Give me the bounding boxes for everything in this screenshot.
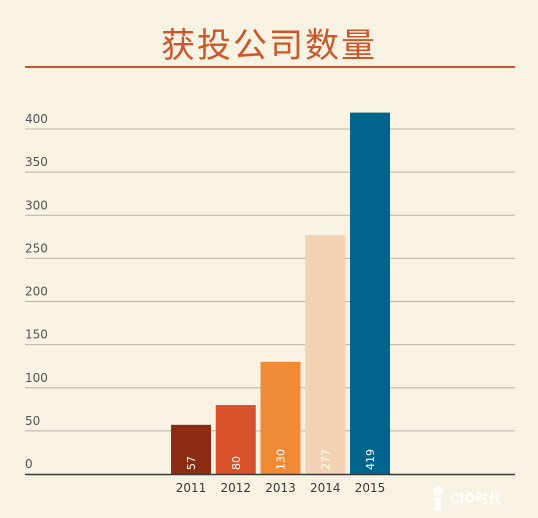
y-tick-label: 0 — [25, 457, 33, 471]
chart-title: 获投公司数量 — [161, 26, 377, 66]
title-divider — [25, 66, 515, 68]
y-tick-label: 350 — [25, 155, 48, 169]
bar-2014 — [305, 235, 346, 474]
y-tick-label: 400 — [25, 112, 48, 126]
x-tick-label: 2014 — [310, 481, 341, 495]
bar-value-label: 130 — [275, 449, 288, 470]
bar-2012 — [215, 405, 256, 474]
bar-value-label: 80 — [230, 456, 243, 470]
watermark-text: CIO时代 — [450, 492, 502, 507]
x-tick-label: 2015 — [355, 481, 386, 495]
watermark-logo: CIO时代 — [426, 482, 526, 514]
y-tick-label: 150 — [25, 328, 48, 342]
bar-value-label: 419 — [364, 449, 377, 470]
bar-value-label: 57 — [185, 456, 198, 470]
cio-logo-icon — [433, 486, 443, 511]
bar-2013 — [260, 361, 301, 474]
x-tick-label: 2012 — [220, 481, 251, 495]
bar-value-label: 277 — [319, 449, 332, 470]
y-tick-label: 100 — [25, 371, 48, 385]
y-tick-label: 200 — [25, 285, 48, 299]
y-tick-label: 250 — [25, 241, 48, 255]
x-tick-label: 2011 — [176, 481, 207, 495]
y-tick-label: 50 — [25, 414, 40, 428]
bar-2011 — [171, 424, 211, 474]
y-tick-label: 300 — [25, 198, 48, 212]
x-tick-label: 2013 — [265, 481, 296, 495]
bar-2015 — [350, 112, 390, 475]
